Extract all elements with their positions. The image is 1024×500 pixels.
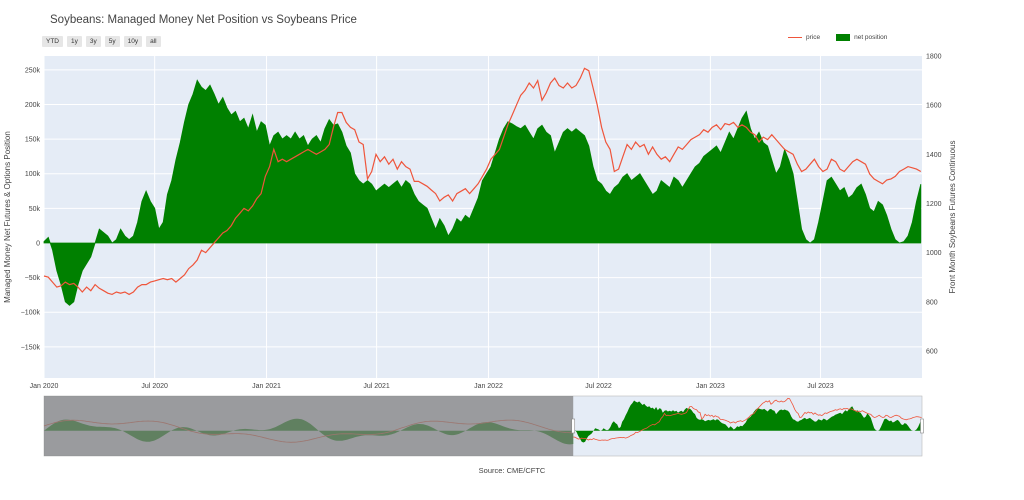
y-right-tick-label: 1600 <box>926 103 942 110</box>
y-left-tick-label: 0 <box>36 240 40 247</box>
price-line <box>43 67 922 296</box>
y-left-tick-label: 50k <box>29 206 41 213</box>
x-tick-label: Jan 2021 <box>252 383 281 390</box>
legend-swatch-price <box>788 37 802 38</box>
x-tick-label: Jul 2021 <box>363 383 390 390</box>
net-position-series <box>43 79 922 306</box>
slider-handle-right[interactable] <box>920 418 924 434</box>
y-left-tick-label: −100k <box>21 310 41 317</box>
range-button-5y[interactable]: 5y <box>104 36 120 47</box>
y-left-tick-label: 250k <box>25 67 41 74</box>
legend: price net position <box>788 34 887 41</box>
net-position-area <box>43 79 922 306</box>
price-series <box>43 67 922 296</box>
x-tick-label: Jul 2020 <box>141 383 168 390</box>
legend-item-net-position[interactable]: net position <box>836 34 887 41</box>
y-right-tick-label: 1200 <box>926 201 942 208</box>
range-button-ytd[interactable]: YTD <box>42 36 63 47</box>
y-left-tick-label: 200k <box>25 102 41 109</box>
y-right-tick-label: 1400 <box>926 152 942 159</box>
x-tick-label: Jul 2023 <box>807 383 834 390</box>
y-axis-right: 1800 1600 1400 1200 1000 800 600 <box>926 54 942 356</box>
y-axis-right-title: Front Month Soybeans Futures Continuous <box>948 141 957 294</box>
range-button-3y[interactable]: 3y <box>85 36 101 47</box>
slider-unselected-shade <box>44 396 574 456</box>
legend-swatch-net-position <box>836 34 851 41</box>
range-selector: YTD 1y 3y 5y 10y all <box>42 36 161 47</box>
legend-label-net-position: net position <box>854 34 888 41</box>
y-left-tick-label: −150k <box>21 344 41 351</box>
y-axis-left-title: Managed Money Net Futures & Options Posi… <box>3 131 12 303</box>
legend-label-price: price <box>806 34 821 41</box>
source-note: Source: CME/CFTC <box>478 466 546 475</box>
range-slider[interactable] <box>43 395 924 457</box>
x-tick-label: Jul 2022 <box>585 383 612 390</box>
slider-net-area <box>573 400 922 443</box>
y-right-tick-label: 1800 <box>926 54 942 61</box>
x-tick-label: Jan 2023 <box>696 383 725 390</box>
y-axis-left: 250k 200k 150k 100k 50k 0 −50k −100k −150k <box>21 67 41 351</box>
slider-price-line <box>573 397 922 441</box>
chart-title: Soybeans: Managed Money Net Position vs … <box>50 14 357 26</box>
range-button-all[interactable]: all <box>146 36 161 47</box>
y-right-tick-label: 600 <box>926 348 938 355</box>
legend-item-price[interactable]: price <box>788 34 820 41</box>
y-left-tick-label: 150k <box>25 137 41 144</box>
x-tick-label: Jan 2022 <box>474 383 503 390</box>
range-button-10y[interactable]: 10y <box>123 36 143 47</box>
y-left-tick-label: 100k <box>25 171 41 178</box>
y-left-tick-label: −50k <box>25 275 41 282</box>
y-right-tick-label: 800 <box>926 299 938 306</box>
x-tick-label: Jan 2020 <box>30 383 59 390</box>
x-axis: Jan 2020 Jul 2020 Jan 2021 Jul 2021 Jan 2022… <box>30 383 834 390</box>
slider-handle-left[interactable] <box>571 418 576 434</box>
y-right-tick-label: 1000 <box>926 250 942 257</box>
range-button-1y[interactable]: 1y <box>67 36 82 47</box>
